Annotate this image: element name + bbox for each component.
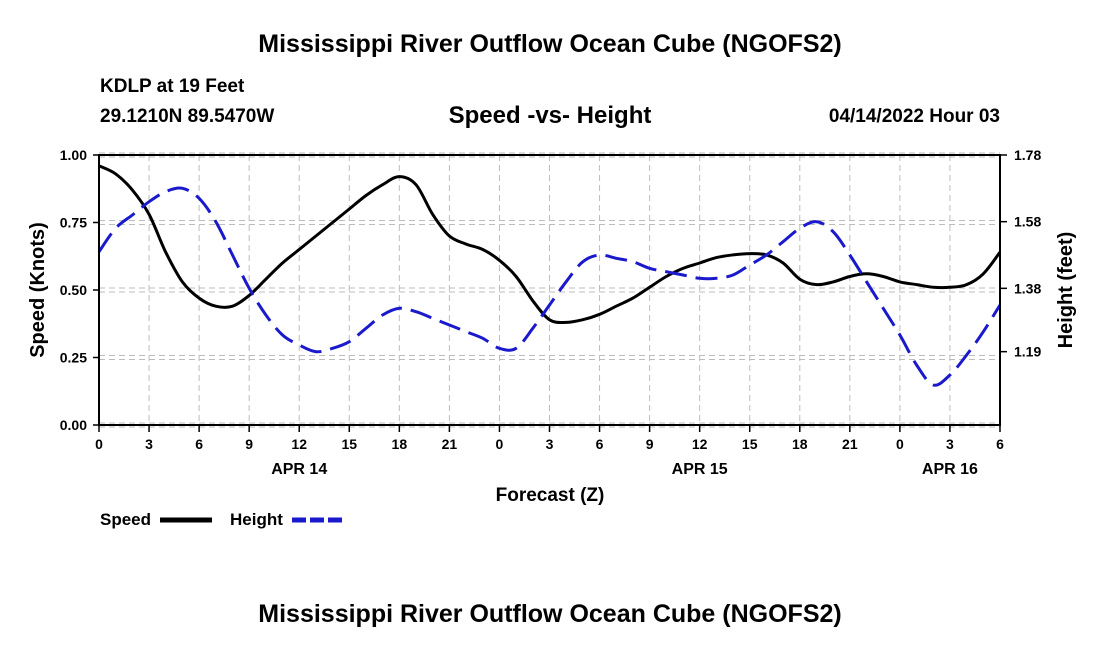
y2-tick-label: 1.78 (1014, 147, 1041, 163)
station-label: KDLP at 19 Feet (100, 76, 245, 97)
chart-subtitle: Speed -vs- Height (448, 102, 652, 129)
x-tick-label: 21 (442, 436, 458, 452)
x-tick-label: 12 (692, 436, 708, 452)
x-tick-label: 3 (946, 436, 954, 452)
x-tick-label: 18 (392, 436, 408, 452)
x-tick-label: 6 (195, 436, 203, 452)
x-tick-label: 12 (291, 436, 307, 452)
x-tick-label: 6 (996, 436, 1004, 452)
y2-tick-label: 1.38 (1014, 280, 1041, 296)
x-tick-label: 3 (546, 436, 554, 452)
series-line-height (97, 186, 1002, 387)
legend-speed-label: Speed (100, 510, 151, 529)
y-tick-label: 0.00 (60, 417, 87, 433)
x-tick-label: 9 (245, 436, 253, 452)
x-tick-label: 21 (842, 436, 858, 452)
date-label: APR 14 (271, 461, 327, 478)
coordinates-label: 29.1210N 89.5470W (100, 106, 275, 127)
y-tick-label: 0.75 (60, 215, 87, 231)
y-tick-label: 0.50 (60, 282, 87, 298)
x-tick-label: 6 (596, 436, 604, 452)
axes: 0 3 6 9 12 15 18 21 0 3 6 9 12 15 18 21 0 3 6 0.00 0.25 0.50 0… (60, 147, 1042, 478)
grid-lines (98, 152, 1001, 428)
y-axis-label: Speed (Knots) (27, 222, 49, 358)
y-tick-label: 1.00 (60, 147, 87, 163)
chart-title: Mississippi River Outflow Ocean Cube (NG… (258, 30, 842, 58)
footer-title: Mississippi River Outflow Ocean Cube (NG… (258, 600, 842, 628)
x-tick-label: 9 (646, 436, 654, 452)
x-tick-label: 3 (145, 436, 153, 452)
x-tick-label: 0 (95, 436, 103, 452)
series-line-speed (98, 164, 1002, 324)
date-label: APR 16 (922, 461, 978, 478)
legend-height-label: Height (230, 510, 283, 529)
x-tick-label: 0 (496, 436, 504, 452)
series-lines (97, 164, 1002, 387)
x-axis-label: Forecast (Z) (496, 485, 605, 506)
date-label: APR 15 (672, 461, 728, 478)
x-tick-label: 18 (792, 436, 808, 452)
x-tick-label: 0 (896, 436, 904, 452)
x-tick-label: 15 (341, 436, 357, 452)
x-tick-label: 15 (742, 436, 758, 452)
y-tick-label: 0.25 (60, 350, 87, 366)
y2-axis-label: Height (feet) (1055, 232, 1077, 349)
legend: Speed Height (100, 510, 344, 529)
forecast-datetime: 04/14/2022 Hour 03 (828, 106, 1000, 127)
y2-tick-label: 1.19 (1014, 344, 1041, 360)
y2-tick-label: 1.58 (1014, 214, 1041, 230)
